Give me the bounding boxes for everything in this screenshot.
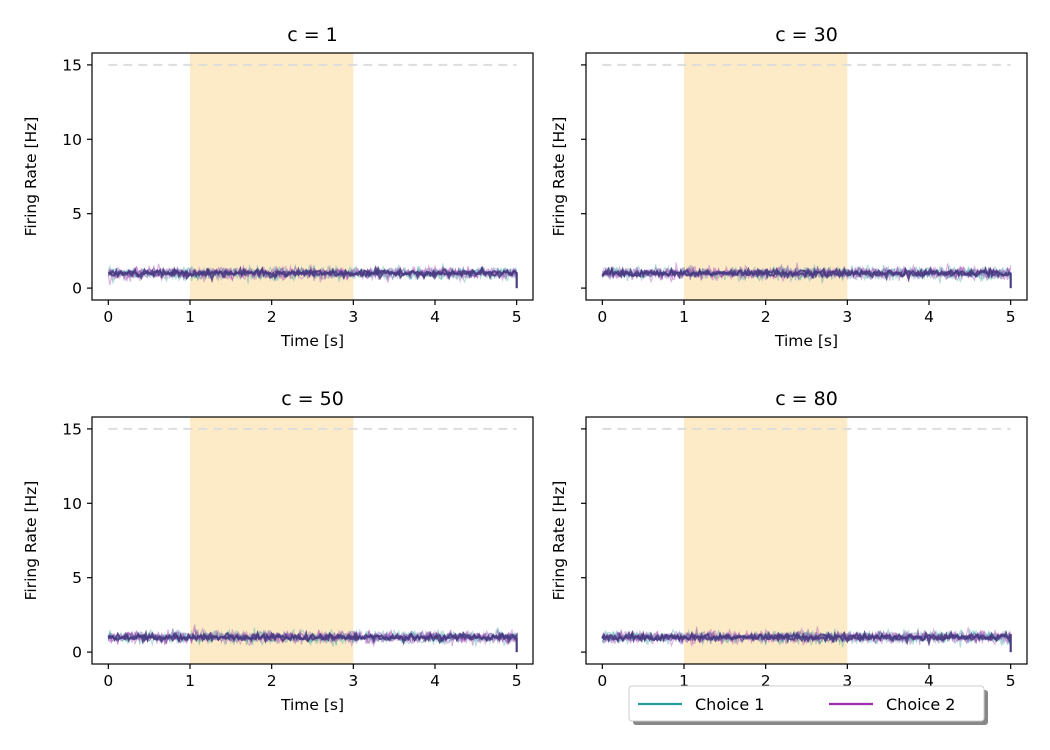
legend-label: Choice 2 xyxy=(886,695,955,714)
x-tick-label: 2 xyxy=(761,308,771,326)
x-tick-label: 4 xyxy=(924,308,934,326)
legend-label: Choice 1 xyxy=(695,695,764,714)
trace-mean-2 xyxy=(108,264,518,289)
x-tick-label: 2 xyxy=(267,672,277,690)
x-tick-label: 5 xyxy=(512,672,522,690)
x-tick-label: 3 xyxy=(842,308,852,326)
x-tick-label: 0 xyxy=(103,308,113,326)
x-tick-label: 4 xyxy=(430,308,440,326)
trace-choice-2 xyxy=(108,628,518,645)
subplot-title: c = 30 xyxy=(775,24,838,46)
subplot-title: c = 50 xyxy=(281,388,344,410)
x-tick-label: 3 xyxy=(348,308,358,326)
x-axis-label: Time [s] xyxy=(774,332,838,350)
subplot-title: c = 1 xyxy=(287,24,338,46)
y-axis-label: Firing Rate [Hz] xyxy=(550,117,568,237)
x-tick-label: 3 xyxy=(348,672,358,690)
y-tick-label: 10 xyxy=(62,495,82,513)
y-tick-label: 10 xyxy=(62,131,82,149)
legend-box xyxy=(628,685,985,722)
x-tick-label: 4 xyxy=(924,672,934,690)
x-tick-label: 3 xyxy=(842,672,852,690)
x-tick-label: 5 xyxy=(1006,672,1016,690)
legend: Choice 1 Choice 2 xyxy=(628,685,988,725)
x-tick-label: 1 xyxy=(679,308,689,326)
x-tick-label: 1 xyxy=(185,672,195,690)
y-axis-label: Firing Rate [Hz] xyxy=(22,481,40,601)
x-tick-label: 0 xyxy=(103,672,113,690)
subplot-3: 0 1 2 3 4 5 0 5 10 15 c = 50 Time [s] Firing Rate [H… xyxy=(22,388,534,714)
subplot-2: 0 1 2 3 4 5 c = 30 Time [s] Firing Rate [Hz] xyxy=(550,24,1028,350)
y-tick-label: 15 xyxy=(62,420,82,438)
x-tick-label: 0 xyxy=(597,308,607,326)
x-tick-label: 2 xyxy=(761,672,771,690)
x-axis-label: Time [s] xyxy=(280,696,344,714)
x-axis-label: Time [s] xyxy=(280,332,344,350)
x-tick-label: 1 xyxy=(185,308,195,326)
x-tick-label: 4 xyxy=(430,672,440,690)
y-tick-label: 0 xyxy=(72,644,82,662)
trace-mean-2 xyxy=(601,266,1012,289)
x-tick-label: 1 xyxy=(679,672,689,690)
axes-frame xyxy=(91,52,534,301)
axes-frame xyxy=(585,52,1028,301)
y-tick-label: 15 xyxy=(62,56,82,74)
x-tick-label: 2 xyxy=(267,308,277,326)
stimulus-window xyxy=(684,417,848,664)
trace-mean-2 xyxy=(107,629,518,653)
subplot-1: 0 1 2 3 4 5 0 5 10 15 c = 1 Time [s] Firing Rate [Hz… xyxy=(22,24,534,350)
subplot-title: c = 80 xyxy=(775,388,838,410)
y-tick-label: 5 xyxy=(72,205,82,223)
axes-frame xyxy=(585,416,1028,665)
y-tick-label: 0 xyxy=(72,280,82,298)
y-axis-label: Firing Rate [Hz] xyxy=(550,481,568,601)
stimulus-window xyxy=(684,53,848,300)
x-tick-label: 5 xyxy=(1006,308,1016,326)
stimulus-window xyxy=(190,53,354,300)
trace-choice-1 xyxy=(602,264,1011,284)
x-tick-label: 0 xyxy=(597,672,607,690)
y-axis-label: Firing Rate [Hz] xyxy=(22,117,40,237)
y-tick-label: 5 xyxy=(72,569,82,587)
trace-mean-2 xyxy=(601,630,1012,653)
axes-frame xyxy=(91,416,534,665)
x-tick-label: 5 xyxy=(512,308,522,326)
stimulus-window xyxy=(190,417,354,664)
